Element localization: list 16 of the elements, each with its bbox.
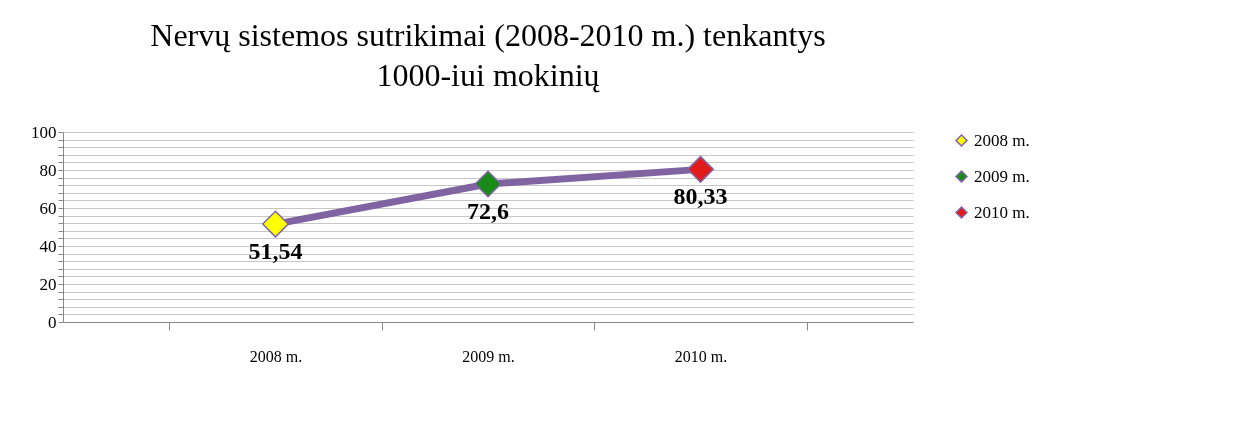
- x-tick-label: 2010 m.: [674, 347, 728, 365]
- y-tick-label: 0: [48, 312, 57, 332]
- legend-label: 2008 m.: [974, 130, 1030, 150]
- legend-label: 2010 m.: [974, 202, 1030, 222]
- x-tick-label: 2009 m.: [462, 347, 515, 365]
- y-tick-label: 40: [39, 236, 57, 256]
- data-label: 51,54: [248, 238, 303, 265]
- y-tick-label: 80: [39, 160, 57, 180]
- y-tick-label: 60: [39, 198, 57, 218]
- x-tick-label: 2008 m.: [249, 347, 303, 365]
- legend-label: 2009 m.: [974, 166, 1030, 186]
- y-tick-label: 100: [31, 122, 57, 142]
- chart-title: Nervų sistemos sutrikimai (2008-2010 m.) tenkantys 1000-iui mokinių: [150, 17, 826, 93]
- data-label: 72,6: [467, 198, 509, 225]
- data-label: 80,33: [673, 183, 728, 210]
- y-tick-label: 20: [39, 274, 57, 294]
